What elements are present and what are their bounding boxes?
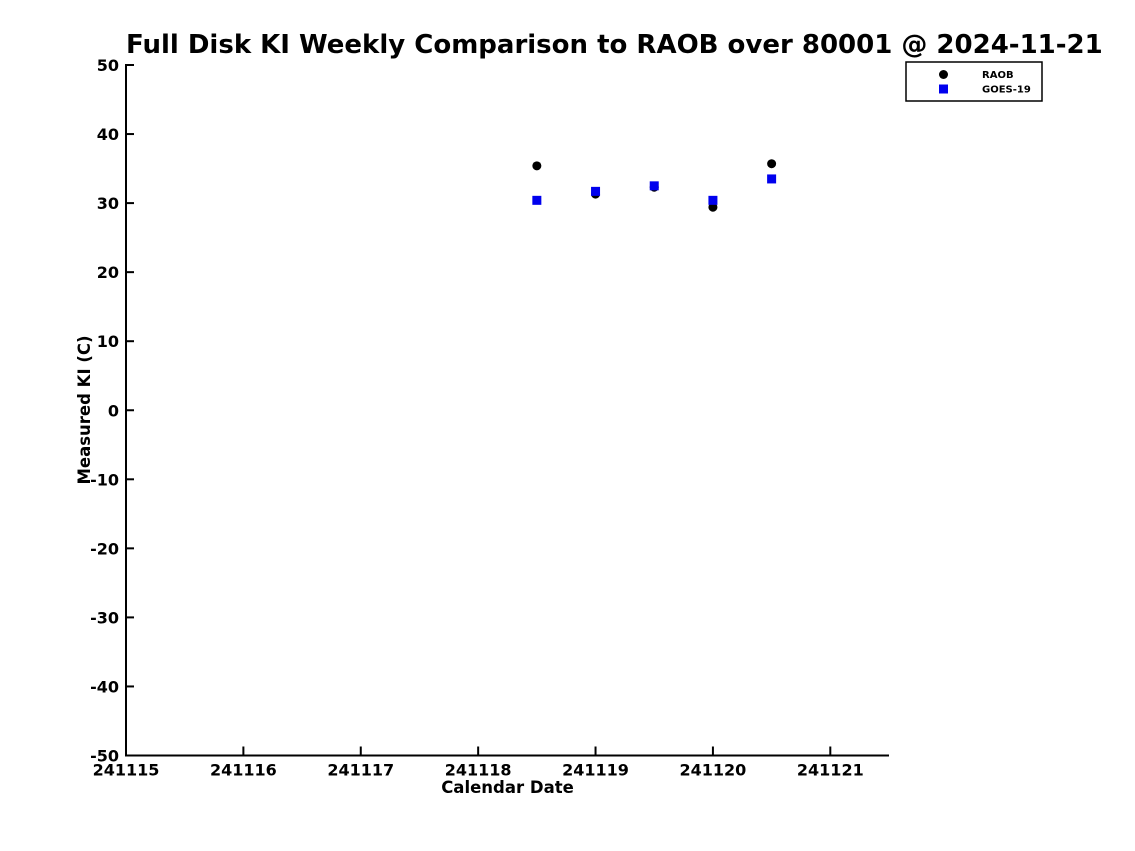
legend: RAOB GOES-19 bbox=[905, 61, 1043, 102]
y-tick-label: 10 bbox=[97, 332, 119, 351]
x-axis-title: Calendar Date bbox=[441, 778, 574, 797]
data-points bbox=[532, 159, 777, 212]
y-tick-label: -50 bbox=[90, 747, 119, 766]
legend-marker-raob bbox=[939, 70, 948, 79]
raob-point bbox=[532, 161, 542, 171]
y-tick-label: -10 bbox=[90, 470, 119, 489]
axes bbox=[125, 64, 889, 757]
x-tick-label: 241117 bbox=[327, 761, 394, 780]
legend-label: GOES-19 bbox=[982, 85, 1031, 96]
y-tick-label: 20 bbox=[97, 263, 119, 282]
goes-19-point bbox=[708, 195, 718, 205]
legend-marker-goes-19 bbox=[939, 84, 948, 94]
x-tick-label: 241115 bbox=[93, 761, 160, 780]
goes-19-point bbox=[591, 186, 601, 196]
y-tick-label: -30 bbox=[90, 608, 119, 627]
y-tick-label: 50 bbox=[97, 56, 119, 75]
y-tick-label: -40 bbox=[90, 677, 119, 696]
raob-point bbox=[767, 159, 777, 169]
x-tick-label: 241116 bbox=[210, 761, 277, 780]
legend-label: RAOB bbox=[982, 70, 1014, 81]
y-axis-title: Measured KI (C) bbox=[75, 335, 94, 484]
goes-19-point bbox=[649, 181, 659, 191]
goes-19-point bbox=[532, 195, 542, 205]
y-tick-label: 30 bbox=[97, 194, 119, 213]
x-tick-label: 241119 bbox=[562, 761, 629, 780]
x-tick-label: 241118 bbox=[445, 761, 512, 780]
x-tick-label: 241121 bbox=[797, 761, 864, 780]
y-tick-label: 0 bbox=[108, 401, 119, 420]
raob-point bbox=[708, 202, 718, 212]
y-tick-label: -20 bbox=[90, 539, 119, 558]
legend-box bbox=[905, 61, 1043, 102]
axis-ticks: 241115 241116 241117 241118 241119 241120 2411… bbox=[90, 56, 864, 780]
goes-19-point bbox=[767, 174, 777, 184]
y-tick-label: 40 bbox=[97, 125, 119, 144]
x-tick-label: 241120 bbox=[680, 761, 747, 780]
